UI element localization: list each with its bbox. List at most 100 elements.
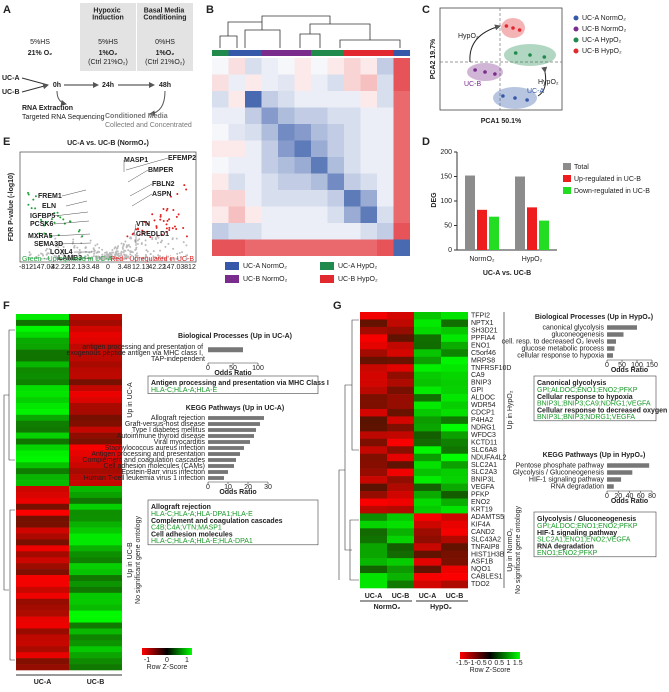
x-tick-label: 3.48 <box>118 264 132 271</box>
gene-label: LOXL4 <box>50 249 73 256</box>
heatmap-cell <box>414 528 441 537</box>
annotation: UC-A <box>527 88 544 95</box>
heatmap-cell <box>69 343 122 350</box>
heatmap-cell <box>377 58 394 75</box>
gene-label: NDUFA4L2 <box>471 454 507 461</box>
volcano-point <box>122 244 125 247</box>
gene-label: SLC2A1 <box>471 462 497 469</box>
heatmap-cell <box>245 173 262 190</box>
heatmap-cell <box>414 543 441 552</box>
heatmap-cell <box>311 140 328 157</box>
heatmap-cell <box>414 453 441 462</box>
heatmap-cell <box>16 586 69 594</box>
volcano-point <box>46 252 49 255</box>
stage-media: 5%HS <box>30 39 50 46</box>
heatmap-cell <box>360 498 387 507</box>
gene-label: GPI <box>471 387 483 394</box>
heatmap-cell <box>414 573 441 581</box>
arrow <box>149 90 166 117</box>
heatmap-cell <box>360 312 387 320</box>
heatmap-cell <box>69 462 122 469</box>
chart-title: UC-A vs. UC-B (NormO₂) <box>67 140 149 147</box>
heatmap-cell <box>441 401 468 410</box>
x-tick-label: -147.03 <box>31 264 55 271</box>
heatmap-cell <box>16 397 69 404</box>
key-tick: -1 <box>468 660 474 667</box>
sample-point <box>525 98 529 102</box>
volcano-point <box>164 257 167 260</box>
legend-dot <box>573 37 579 43</box>
heatmap-cell <box>441 550 468 559</box>
heatmap-cell <box>441 558 468 566</box>
condition-label: HypO₂ <box>430 604 452 611</box>
heatmap-cell <box>16 426 69 433</box>
heatmap-cell <box>16 355 69 362</box>
heatmap-cell <box>441 423 468 432</box>
volcano-point <box>59 216 62 219</box>
volcano-point <box>134 239 137 242</box>
volcano-point <box>61 250 64 253</box>
volcano-point <box>175 257 178 260</box>
volcano-point <box>159 215 162 218</box>
gene-box <box>533 511 657 558</box>
x-tick-label: 40 <box>626 493 634 500</box>
heatmap-cell <box>228 190 245 207</box>
x-tick-label: 80 <box>648 493 656 500</box>
sample-point <box>483 70 487 74</box>
volcano-point <box>115 247 118 250</box>
heatmap-cell <box>69 325 122 333</box>
heatmap-cell <box>69 391 122 398</box>
heatmap-cell <box>360 58 377 75</box>
group-bar <box>261 50 278 56</box>
x-tick-label: 150 <box>646 362 658 369</box>
group-bar <box>377 50 394 56</box>
bar <box>208 476 224 480</box>
volcano-point <box>35 255 38 258</box>
gene-label: BNIP3 <box>471 380 491 387</box>
legend-swatch <box>563 187 571 194</box>
heatmap-cell <box>69 521 122 528</box>
heatmap-cell <box>393 107 410 124</box>
heatmap-cell <box>327 107 344 124</box>
heatmap-cell <box>327 173 344 190</box>
stage-note: (Ctrl 21%O₂) <box>88 59 128 66</box>
heatmap-cell <box>69 314 122 321</box>
volcano-point <box>138 256 141 259</box>
heatmap-cell <box>16 563 69 570</box>
heatmap-cell <box>441 349 468 358</box>
heatmap-cell <box>377 140 394 157</box>
heatmap-cell <box>414 341 441 350</box>
heatmap-cell <box>16 509 69 516</box>
heatmap-cell <box>387 461 414 469</box>
volcano-point <box>66 256 69 259</box>
leader <box>61 189 87 197</box>
heatmap-cell <box>69 515 122 522</box>
heatmap-cell <box>294 58 311 75</box>
heatmap-cell <box>69 426 122 433</box>
volcano-point <box>117 252 120 255</box>
volcano-point <box>160 233 163 236</box>
volcano-point <box>50 218 53 221</box>
volcano-point <box>156 241 159 244</box>
bar <box>465 175 475 250</box>
term-label: Cell adhesion molecules (CAMs) <box>103 463 205 470</box>
volcano-point <box>92 255 95 258</box>
heatmap-cell <box>228 91 245 108</box>
bar <box>208 446 244 450</box>
gene-label: HIST1H3B <box>471 551 505 558</box>
legend-label: Total <box>574 164 589 171</box>
heatmap-cell <box>294 190 311 207</box>
heatmap-cell <box>377 91 394 108</box>
gene-label: ASPN <box>152 191 171 198</box>
text-line: TAP-independent <box>151 356 205 363</box>
heatmap-cell <box>245 206 262 223</box>
volcano-point <box>114 255 117 258</box>
heatmap-cell <box>441 565 468 574</box>
box-genes: SLC2A1;ENO1;ENO2;VEGFA <box>537 537 631 544</box>
plot-frame <box>19 151 197 263</box>
volcano-point <box>63 252 66 255</box>
annotation: HypO₂ <box>458 33 479 40</box>
gene-label: MRPS8 <box>471 357 495 364</box>
volcano-point <box>153 219 156 222</box>
heatmap-cell <box>387 498 414 507</box>
